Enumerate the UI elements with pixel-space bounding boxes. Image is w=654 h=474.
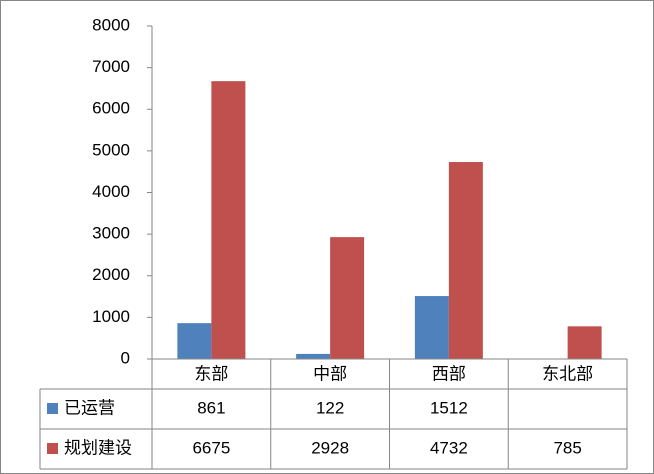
- y-tick-label: 1000: [92, 307, 130, 326]
- legend-label: 规划建设: [64, 438, 132, 457]
- x-tick-label: 中部: [313, 364, 347, 383]
- table-value: 4732: [430, 438, 468, 457]
- table-value: 2928: [311, 438, 349, 457]
- y-tick-label: 6000: [92, 99, 130, 118]
- table-value: 6675: [192, 438, 230, 457]
- legend-key: [47, 403, 58, 414]
- legend-key: [47, 443, 58, 454]
- bar: [414, 296, 449, 359]
- table-value: 1512: [430, 398, 468, 417]
- table-value: 122: [316, 398, 344, 417]
- table-value: 861: [197, 398, 225, 417]
- x-tick-label: 东北部: [542, 364, 593, 383]
- y-tick-label: 5000: [92, 140, 130, 159]
- bar: [330, 237, 365, 359]
- y-tick-label: 3000: [92, 224, 130, 243]
- bar: [448, 162, 483, 359]
- x-tick-label: 东部: [194, 364, 228, 383]
- y-tick-label: 2000: [92, 265, 130, 284]
- table-value: 785: [553, 438, 581, 457]
- bar: [211, 81, 246, 359]
- y-tick-label: 8000: [92, 15, 130, 34]
- y-tick-label: 4000: [92, 182, 130, 201]
- bar: [177, 323, 212, 359]
- bar: [296, 353, 331, 359]
- y-tick-label: 0: [121, 348, 130, 367]
- legend-label: 已运营: [64, 398, 115, 417]
- bar: [567, 326, 602, 359]
- x-tick-label: 西部: [432, 364, 466, 383]
- y-tick-label: 7000: [92, 57, 130, 76]
